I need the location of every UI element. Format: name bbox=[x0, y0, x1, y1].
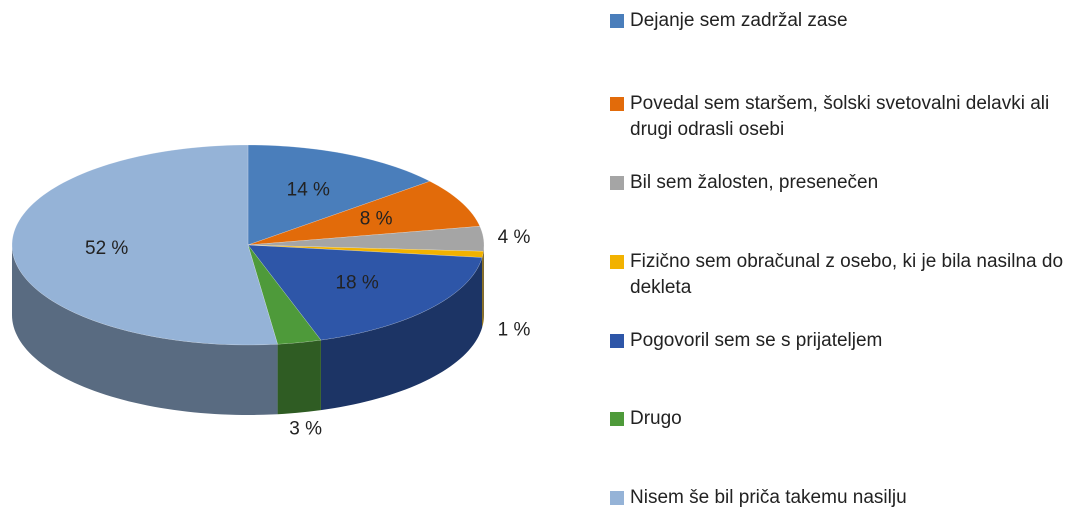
legend-swatch bbox=[610, 491, 624, 505]
legend-item: Povedal sem staršem, šolski svetovalni d… bbox=[610, 91, 1070, 143]
legend-swatch bbox=[610, 176, 624, 190]
legend-item: Fizično sem obračunal z osebo, ki je bil… bbox=[610, 249, 1070, 301]
slice-side bbox=[12, 245, 278, 415]
slice bbox=[247, 244, 484, 258]
legend-swatch bbox=[610, 14, 624, 28]
legend-label: Drugo bbox=[630, 408, 682, 429]
legend-label: Povedal sem staršem, šolski svetovalni d… bbox=[630, 93, 1050, 140]
data-label: 4 % bbox=[498, 227, 531, 248]
slice bbox=[11, 144, 278, 346]
data-label: 18 % bbox=[335, 272, 378, 293]
data-label: 52 % bbox=[85, 238, 128, 259]
legend-swatch bbox=[610, 334, 624, 348]
slice bbox=[247, 244, 322, 345]
data-label: 3 % bbox=[289, 418, 322, 439]
slice-side bbox=[320, 257, 483, 411]
legend-item: Nisem še bil priča takemu nasilju bbox=[610, 485, 1070, 511]
legend-label: Dejanje sem zadržal zase bbox=[630, 10, 848, 31]
slice bbox=[247, 225, 485, 252]
slice-side bbox=[482, 251, 484, 328]
data-label: 1 % bbox=[498, 320, 531, 341]
slice bbox=[247, 180, 481, 246]
slice-side bbox=[277, 340, 321, 415]
legend-label: Fizično sem obračunal z osebo, ki je bil… bbox=[630, 251, 1064, 298]
legend-item: Drugo bbox=[610, 406, 1070, 432]
legend-swatch bbox=[610, 412, 624, 426]
legend-swatch bbox=[610, 255, 624, 269]
data-label: 14 % bbox=[287, 180, 330, 201]
legend-label: Pogovoril sem se s prijateljem bbox=[630, 330, 883, 351]
legend-label: Nisem še bil priča takemu nasilju bbox=[630, 487, 907, 508]
data-label: 8 % bbox=[360, 208, 393, 229]
pie-chart: 14 % 8 % 4 % 1 % 18 % 3 % 52 % bbox=[11, 144, 531, 439]
legend-item: Dejanje sem zadržal zase bbox=[610, 8, 1070, 34]
slice bbox=[247, 244, 483, 341]
legend-item: Bil sem žalosten, presenečen bbox=[610, 170, 1070, 196]
slice bbox=[247, 144, 431, 246]
legend-label: Bil sem žalosten, presenečen bbox=[630, 172, 879, 193]
legend-swatch bbox=[610, 97, 624, 111]
legend-item: Pogovoril sem se s prijateljem bbox=[610, 328, 1070, 354]
